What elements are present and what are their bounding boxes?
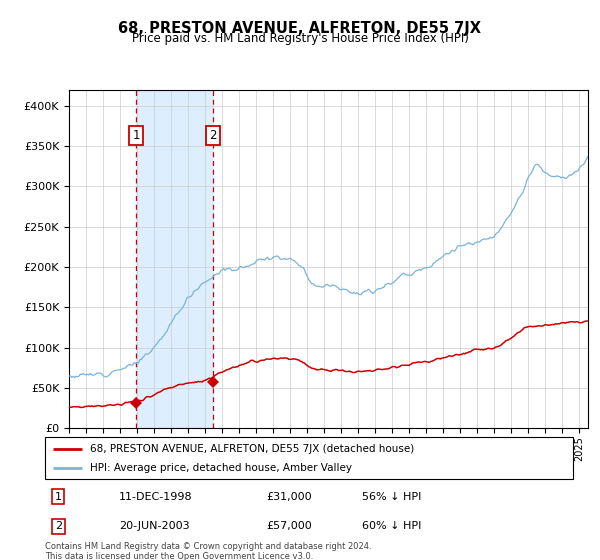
Text: 60% ↓ HPI: 60% ↓ HPI: [362, 521, 421, 531]
Text: Contains HM Land Registry data © Crown copyright and database right 2024.
This d: Contains HM Land Registry data © Crown c…: [45, 542, 371, 560]
Text: 56% ↓ HPI: 56% ↓ HPI: [362, 492, 421, 502]
Text: 68, PRESTON AVENUE, ALFRETON, DE55 7JX (detached house): 68, PRESTON AVENUE, ALFRETON, DE55 7JX (…: [90, 444, 414, 454]
Text: 20-JUN-2003: 20-JUN-2003: [119, 521, 190, 531]
Text: HPI: Average price, detached house, Amber Valley: HPI: Average price, detached house, Ambe…: [90, 463, 352, 473]
Text: £31,000: £31,000: [267, 492, 313, 502]
Text: 11-DEC-1998: 11-DEC-1998: [119, 492, 193, 502]
Bar: [136, 90, 213, 428]
Text: 1: 1: [55, 492, 62, 502]
Text: 2: 2: [209, 129, 217, 142]
Text: £57,000: £57,000: [267, 521, 313, 531]
Text: 68, PRESTON AVENUE, ALFRETON, DE55 7JX: 68, PRESTON AVENUE, ALFRETON, DE55 7JX: [119, 21, 482, 36]
Text: 2: 2: [55, 521, 62, 531]
Text: 1: 1: [133, 129, 140, 142]
FancyBboxPatch shape: [45, 437, 573, 479]
Text: Price paid vs. HM Land Registry's House Price Index (HPI): Price paid vs. HM Land Registry's House …: [131, 32, 469, 45]
